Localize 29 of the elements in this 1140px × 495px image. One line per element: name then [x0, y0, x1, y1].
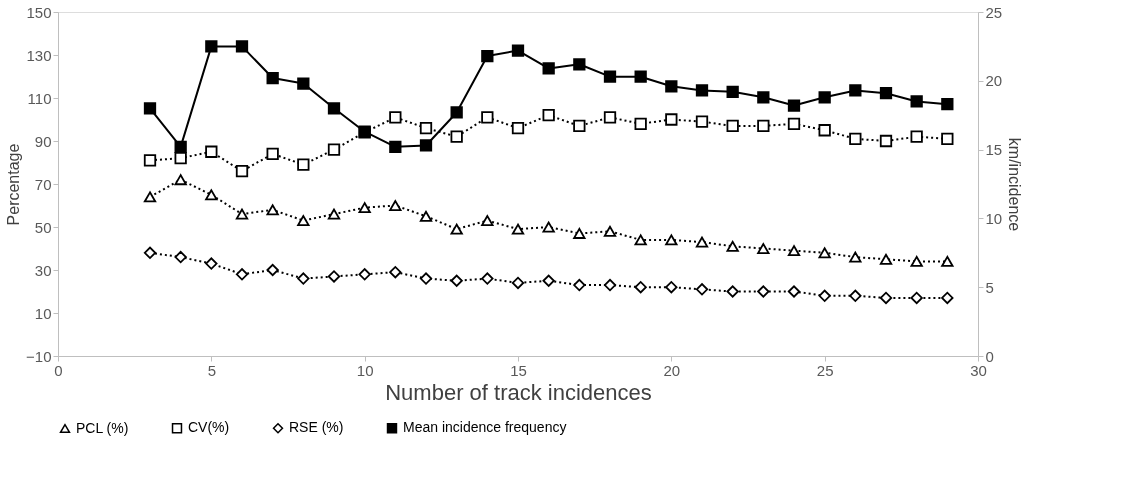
y2-tick-label: 5 [985, 278, 994, 296]
y-tick-label: 90 [34, 132, 52, 150]
y2-tick-label: 20 [985, 72, 1003, 90]
y2-tick-label: 15 [985, 141, 1003, 159]
y-tick-label: 150 [26, 3, 52, 21]
y-tick-label: 110 [27, 89, 52, 107]
legend-label: PCL (%) [76, 419, 129, 436]
y2-tick-label: 10 [985, 209, 1003, 227]
x-axis-title: Number of track incidences [385, 379, 652, 405]
y-tick-label: 50 [34, 218, 52, 236]
y2-axis-title: km/incidence [1006, 137, 1024, 232]
y-tick-label: 130 [26, 46, 52, 64]
y-tick-label: 10 [34, 304, 52, 322]
legend-label: Mean incidence frequency [403, 419, 567, 436]
x-tick-label: 20 [663, 361, 681, 379]
y2-tick-label: 25 [985, 3, 1003, 21]
y-tick-label: −10 [26, 347, 52, 365]
y-tick-label: 30 [34, 261, 52, 279]
x-tick-label: 30 [970, 361, 987, 379]
x-tick-label: 0 [54, 361, 63, 379]
legend-label: CV(%) [188, 419, 230, 436]
x-tick-label: 25 [816, 361, 834, 379]
y-axis-title: Percentage [5, 143, 23, 226]
x-tick-label: 15 [510, 361, 527, 379]
y-tick-label: 70 [34, 175, 52, 193]
legend-label: RSE (%) [289, 419, 344, 436]
x-tick-label: 10 [356, 361, 374, 379]
y2-tick-label: 0 [985, 347, 994, 365]
x-tick-label: 5 [207, 361, 217, 379]
